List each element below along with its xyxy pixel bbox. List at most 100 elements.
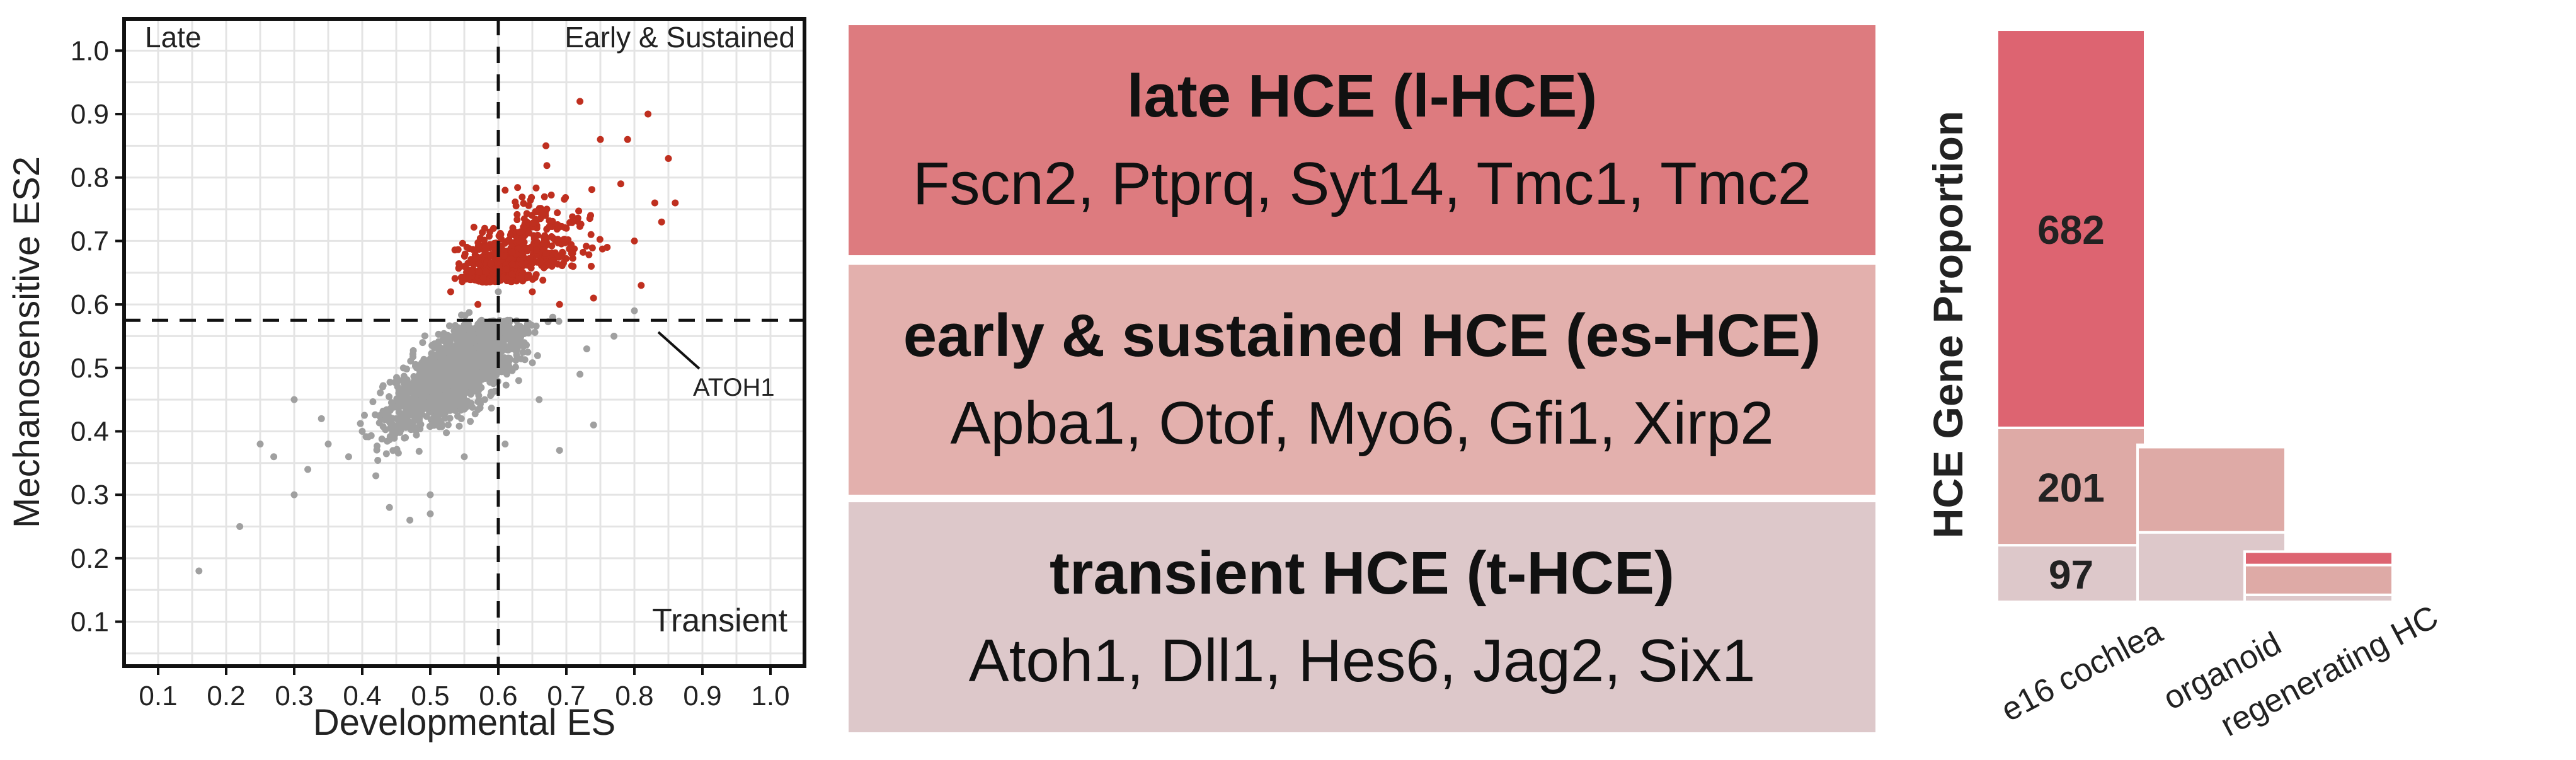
scatter-point xyxy=(526,255,534,262)
scatter-point xyxy=(539,277,547,284)
scatter-point xyxy=(461,263,468,270)
x-tick-label: 0.3 xyxy=(275,681,313,711)
scatter-point xyxy=(585,251,593,258)
scatter-point xyxy=(540,264,547,272)
y-tick-label: 0.2 xyxy=(71,543,109,574)
scatter-point xyxy=(518,260,525,267)
scatter-point xyxy=(491,376,499,383)
scatter-point xyxy=(442,343,450,351)
scatter-point xyxy=(324,440,332,448)
scatter-point xyxy=(426,491,434,498)
x-tick-label: 0.6 xyxy=(479,681,517,711)
scatter-point xyxy=(481,247,488,255)
scatter-point xyxy=(472,325,479,332)
bar-segments xyxy=(1996,28,2394,604)
scatter-point xyxy=(487,260,495,267)
scatter-point xyxy=(394,383,401,390)
scatter-point xyxy=(374,442,381,450)
scatter-point xyxy=(396,401,403,409)
scatter-point xyxy=(501,187,509,194)
scatter-point xyxy=(396,429,404,436)
scatter-point xyxy=(435,350,442,358)
scatter-point xyxy=(597,135,604,143)
y-tick-label: 0.1 xyxy=(71,607,109,638)
scatter-point xyxy=(457,392,464,400)
scatter-point xyxy=(515,377,522,384)
scatter-point xyxy=(462,381,470,388)
scatter-point xyxy=(541,193,548,200)
box-late-hce: late HCE (l-HCE) Fscn2, Ptprq, Syt14, Tm… xyxy=(849,25,1875,255)
scatter-point xyxy=(514,184,522,192)
box-late-hce-title: late HCE (l-HCE) xyxy=(1126,62,1598,130)
scatter-point xyxy=(483,337,490,344)
scatter-point xyxy=(466,360,474,368)
scatter-points-transient xyxy=(195,288,638,575)
scatter-point xyxy=(502,381,510,389)
scatter-point xyxy=(507,231,514,239)
scatter-point xyxy=(395,389,403,397)
x-tick-label: 0.1 xyxy=(139,681,177,711)
scatter-point xyxy=(460,273,467,281)
scatter-point xyxy=(513,330,520,338)
scatter-point xyxy=(631,237,638,245)
scatter-point xyxy=(569,213,576,221)
scatter-point xyxy=(290,491,298,498)
scatter-point xyxy=(561,236,568,243)
scatter-point xyxy=(475,392,483,400)
scatter-x-ticks: 0.1 0.2 0.3 0.4 0.5 0.6 0.7 0.8 0.9 1.0 xyxy=(139,666,790,711)
scatter-point xyxy=(452,343,460,351)
scatter-point xyxy=(378,435,386,443)
scatter-point xyxy=(461,453,468,461)
y-tick-label: 0.9 xyxy=(71,99,109,130)
scatter-point xyxy=(508,345,516,353)
scatter-point xyxy=(502,265,510,273)
scatter-point xyxy=(568,250,575,257)
x-tick-label: 0.5 xyxy=(411,681,449,711)
scatter-point xyxy=(410,372,418,380)
scatter-point xyxy=(454,246,462,253)
scatter-point xyxy=(389,427,397,435)
scatter-point xyxy=(555,224,563,231)
scatter-point xyxy=(479,274,487,282)
scatter-point xyxy=(488,405,495,412)
scatter-point xyxy=(436,343,444,351)
scatter-point xyxy=(458,311,466,319)
scatter-point xyxy=(638,282,645,289)
scatter-point xyxy=(445,322,453,330)
scatter-point xyxy=(454,400,462,407)
scatter-point xyxy=(519,348,527,356)
scatter-point xyxy=(514,322,522,330)
scatter-point xyxy=(413,364,420,372)
scatter-point xyxy=(476,383,483,391)
scatter-point xyxy=(382,415,390,423)
scatter-point xyxy=(493,345,501,353)
scatter-point xyxy=(517,355,525,362)
scatter-point xyxy=(444,421,452,429)
scatter-point xyxy=(542,142,550,149)
scatter-point xyxy=(456,362,464,370)
scatter-y-axis-label: Mechanosensitive ES2 xyxy=(6,156,47,528)
scatter-point xyxy=(513,216,521,224)
bar-data-label: 682 xyxy=(2037,207,2105,253)
scatter-point xyxy=(459,239,466,247)
scatter-point xyxy=(440,402,448,410)
scatter-point xyxy=(470,223,478,231)
scatter-point xyxy=(440,392,447,400)
scatter-point xyxy=(512,357,520,364)
bar-category-label: e16 cochlea xyxy=(1995,614,2168,729)
scatter-point xyxy=(596,236,604,243)
scatter-point xyxy=(563,224,570,232)
scatter-point xyxy=(525,329,532,337)
scatter-point xyxy=(590,294,597,302)
scatter-point xyxy=(459,348,467,356)
scatter-point xyxy=(477,358,484,366)
scatter-point xyxy=(447,376,455,384)
scatter-point xyxy=(403,384,411,392)
stacked-bar-chart: HCE Gene Proportion 97 201 682 e16 cochlea… xyxy=(1925,28,2444,744)
scatter-point xyxy=(439,384,447,391)
scatter-point xyxy=(513,351,520,359)
annotation-atoh1: ATOH1 xyxy=(693,374,775,401)
scatter-point xyxy=(451,275,459,282)
y-tick-label: 0.8 xyxy=(71,163,109,193)
scatter-point xyxy=(471,335,479,342)
